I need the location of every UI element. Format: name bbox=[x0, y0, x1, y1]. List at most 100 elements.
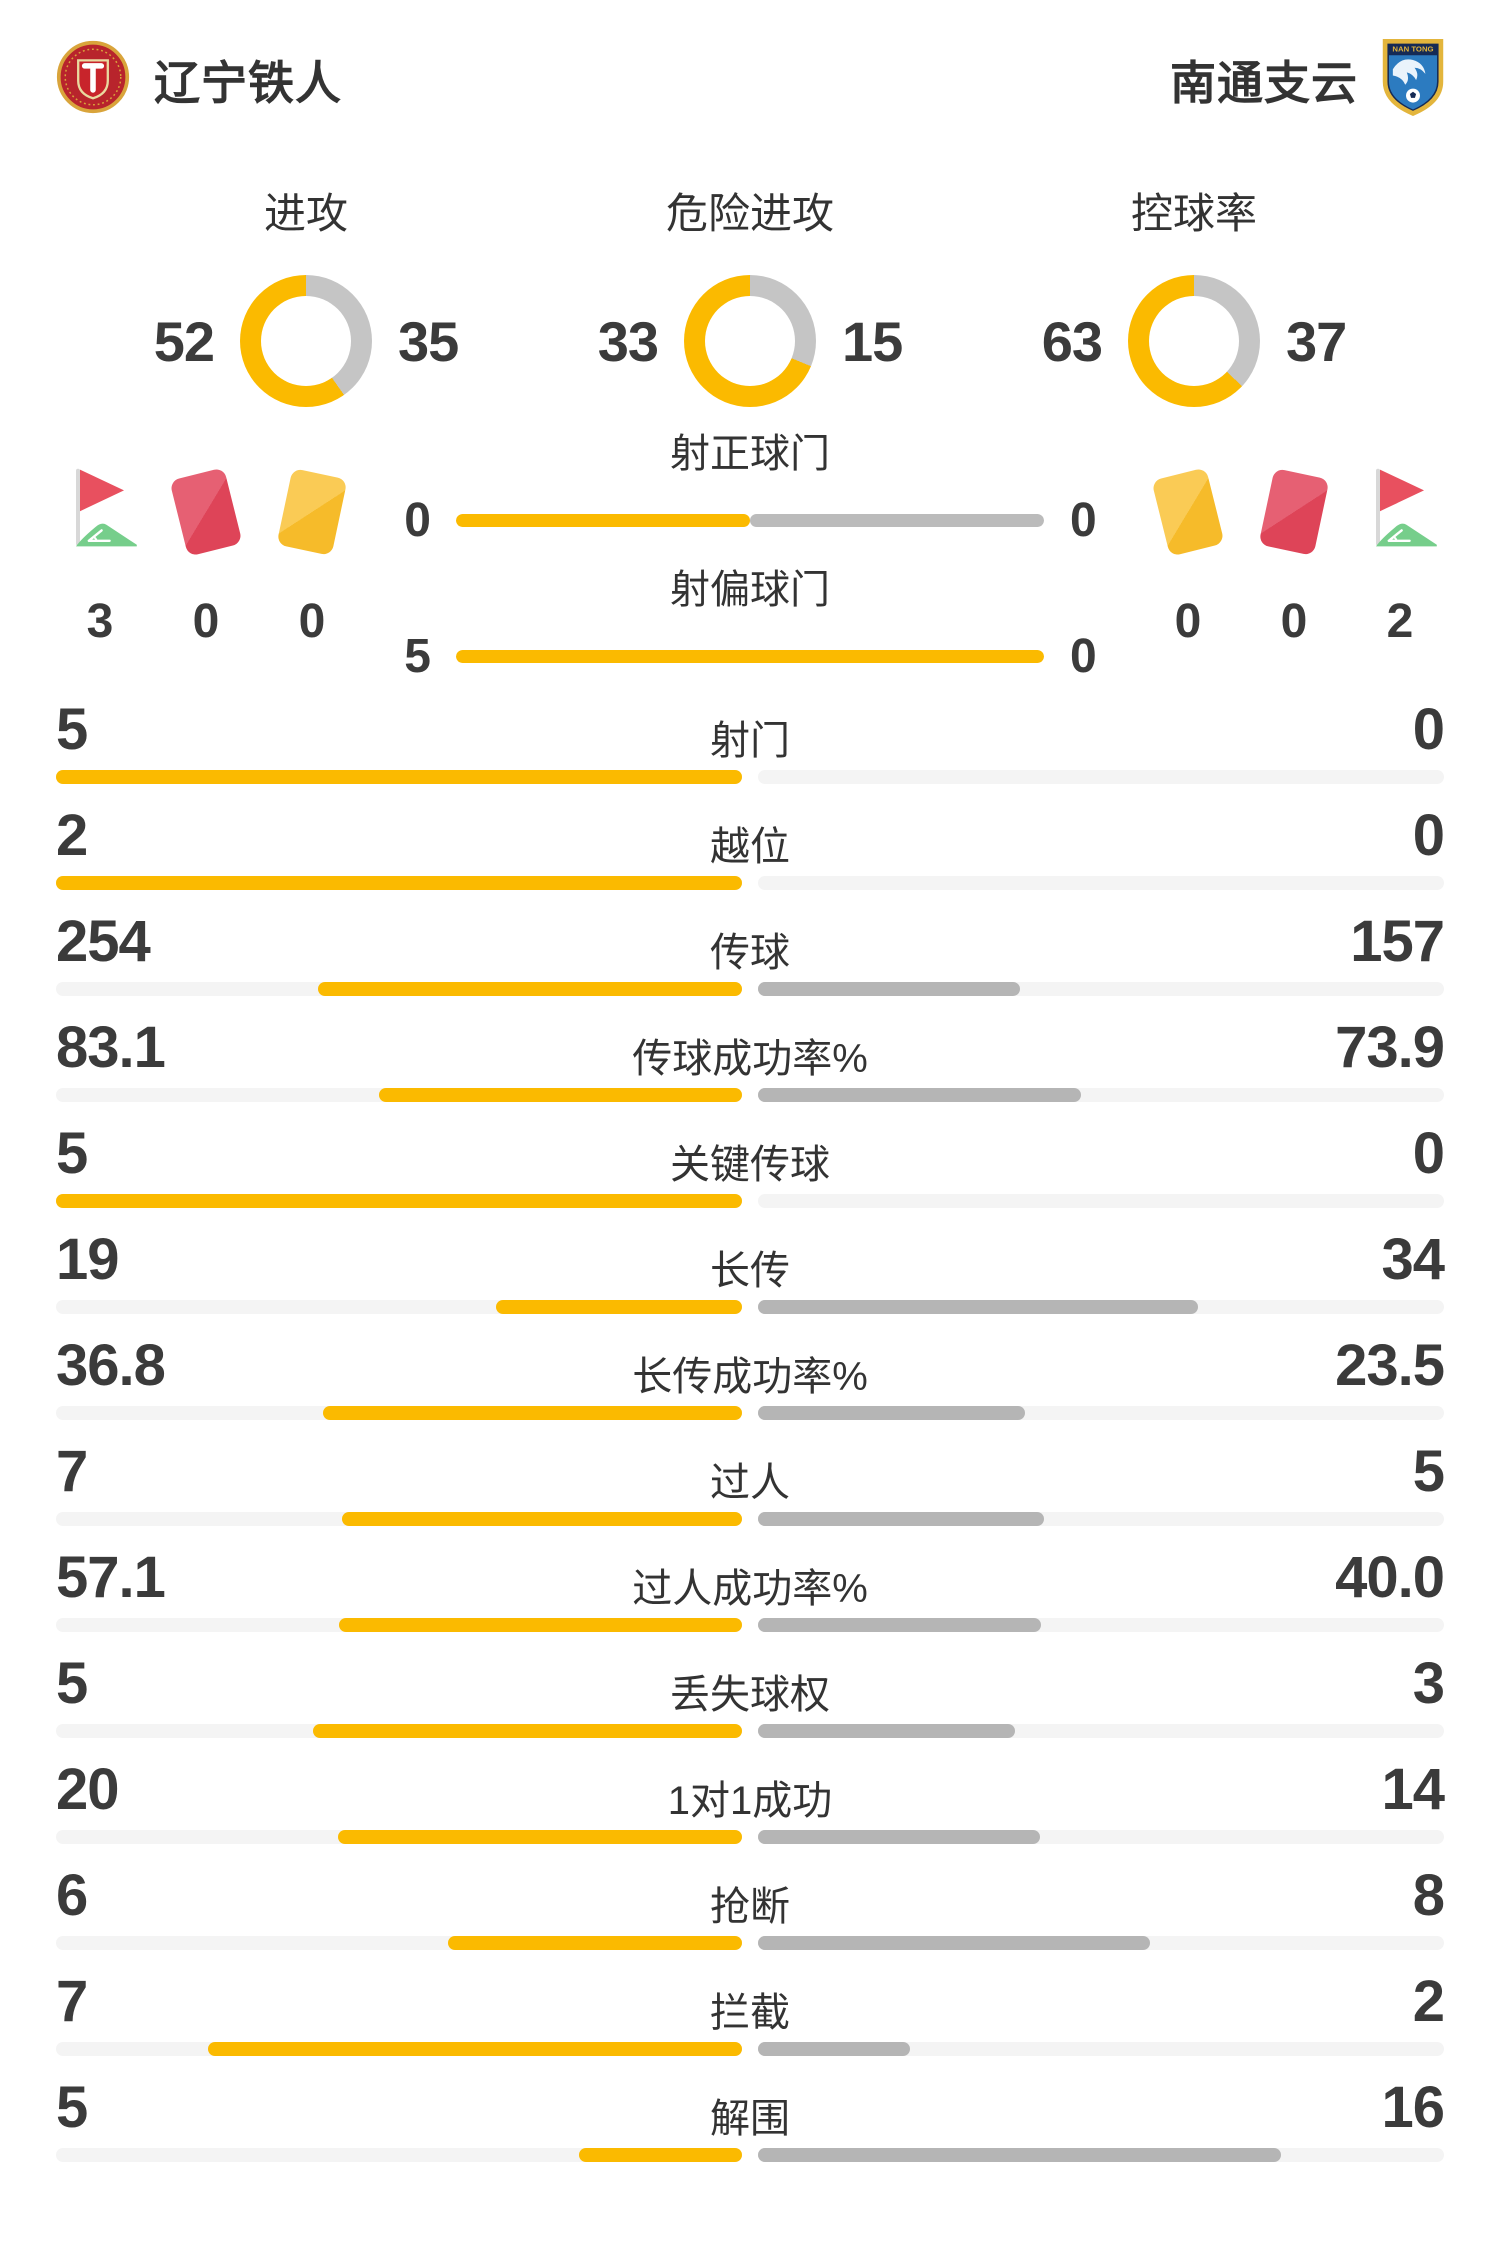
stat-home-value: 19 bbox=[56, 1227, 120, 1292]
away-discipline-counts: 0 0 2 bbox=[1144, 594, 1444, 649]
stat-away-value: 3 bbox=[1412, 1651, 1445, 1716]
home-bar-track bbox=[56, 1300, 742, 1314]
stat-line: 5 丢失球权 3 bbox=[56, 1651, 1445, 1718]
stat-line: 36.8 长传成功率% 23.5 bbox=[56, 1335, 1445, 1400]
home-team-logo bbox=[56, 40, 130, 119]
stat-line: 19 长传 34 bbox=[56, 1227, 1445, 1294]
stat-row: 254 传球 157 bbox=[56, 911, 1445, 1018]
stat-bars bbox=[56, 770, 1444, 784]
stat-away-value: 0 bbox=[1412, 697, 1445, 762]
red-card-icon bbox=[1250, 468, 1338, 556]
home-bar-track bbox=[56, 1830, 742, 1844]
stat-bars bbox=[56, 1618, 1444, 1632]
away-bar-fill bbox=[758, 1618, 1041, 1632]
stat-row: 5 解围 16 bbox=[56, 2077, 1445, 2184]
shots-off-target-row: 5 0 bbox=[366, 630, 1134, 683]
stat-label: 传球成功率% bbox=[632, 1037, 868, 1081]
home-team-name: 辽宁铁人 bbox=[154, 56, 342, 109]
stat-bars bbox=[56, 982, 1444, 996]
shots-on-target-away-value: 0 bbox=[1070, 493, 1097, 547]
stat-row: 6 抢断 8 bbox=[56, 1863, 1445, 1972]
away-yellow-card-count: 0 bbox=[1174, 595, 1202, 648]
shots-section: 3 0 0 射正球门 0 0 射偏球门 5 0 bbox=[56, 430, 1444, 688]
stat-away-value: 0 bbox=[1412, 1121, 1445, 1186]
stat-line: 2 越位 0 bbox=[56, 803, 1445, 870]
home-bar-track bbox=[56, 1618, 742, 1632]
shots-on-target-row: 0 0 bbox=[366, 493, 1134, 547]
away-bar-track bbox=[758, 1194, 1444, 1208]
away-bar-fill bbox=[758, 1512, 1044, 1526]
away-bar-fill bbox=[758, 2148, 1281, 2162]
stat-row: 57.1 过人成功率% 40.0 bbox=[56, 1545, 1445, 1654]
stat-bars bbox=[56, 2148, 1444, 2162]
shots-on-target-bar bbox=[456, 513, 1044, 527]
away-bar-track bbox=[758, 982, 1444, 996]
stat-home-value: 6 bbox=[56, 1863, 88, 1928]
home-bar-fill bbox=[338, 1618, 742, 1632]
home-bar-fill bbox=[496, 1300, 742, 1314]
stat-line: 7 拦截 2 bbox=[56, 1971, 1445, 2036]
stat-row: 5 射门 0 bbox=[56, 697, 1445, 806]
away-team: 南通支云 NAN TONG bbox=[1170, 38, 1444, 121]
stat-bars bbox=[56, 1512, 1444, 1526]
home-bar-fill bbox=[341, 1512, 742, 1526]
stat-label: 长传 bbox=[710, 1249, 790, 1293]
home-discipline-icons bbox=[56, 452, 356, 572]
away-bar-track bbox=[758, 1300, 1444, 1314]
shots-on-target-home-value: 0 bbox=[404, 493, 431, 547]
home-bar-fill bbox=[313, 1724, 742, 1738]
stat-away-value: 40.0 bbox=[1335, 1545, 1445, 1610]
donut-title: 进攻 bbox=[263, 190, 348, 237]
home-bar-track bbox=[56, 876, 742, 890]
donut-home-value: 33 bbox=[597, 309, 659, 373]
home-bar-track bbox=[56, 982, 742, 996]
stat-home-value: 20 bbox=[56, 1757, 120, 1822]
away-bar-fill bbox=[758, 982, 1021, 996]
corner-flag-icon bbox=[1356, 460, 1444, 564]
donut-chart bbox=[1128, 275, 1260, 407]
home-bar-fill bbox=[208, 2042, 742, 2056]
stat-home-value: 57.1 bbox=[56, 1545, 166, 1610]
stat-row: 5 关键传球 0 bbox=[56, 1121, 1445, 1230]
away-bar-track bbox=[758, 770, 1444, 784]
stat-label: 抢断 bbox=[710, 1885, 790, 1929]
donut-group: 进攻 52 35 bbox=[84, 180, 528, 407]
stat-row: 7 过人 5 bbox=[56, 1439, 1445, 1548]
donut-row: 33 15 bbox=[566, 275, 934, 407]
stat-row: 19 长传 34 bbox=[56, 1227, 1445, 1336]
stat-away-value: 34 bbox=[1381, 1227, 1445, 1292]
stat-row: 5 丢失球权 3 bbox=[56, 1651, 1445, 1760]
home-bar-fill bbox=[378, 1088, 742, 1102]
stat-away-value: 5 bbox=[1412, 1439, 1445, 1504]
stat-bars bbox=[56, 876, 1444, 890]
svg-text:NAN TONG: NAN TONG bbox=[1392, 44, 1433, 53]
away-corner-count: 2 bbox=[1386, 595, 1414, 648]
home-bar-fill bbox=[448, 1936, 742, 1950]
stat-line: 6 抢断 8 bbox=[56, 1863, 1445, 1930]
away-red-card-count: 0 bbox=[1280, 595, 1308, 648]
away-bar-track bbox=[758, 1512, 1444, 1526]
home-bar-track bbox=[56, 2148, 742, 2162]
red-card-icon bbox=[162, 467, 250, 557]
donut-chart bbox=[240, 275, 372, 407]
home-bar-track bbox=[56, 1406, 742, 1420]
home-bar-fill bbox=[56, 876, 742, 890]
away-discipline-icons bbox=[1144, 452, 1444, 572]
stat-line: 254 传球 157 bbox=[56, 911, 1445, 976]
donut-chart bbox=[684, 275, 816, 407]
stat-bars bbox=[56, 1194, 1444, 1208]
stat-away-value: 0 bbox=[1412, 803, 1445, 868]
away-bar-track bbox=[758, 876, 1444, 890]
stat-row: 2 越位 0 bbox=[56, 803, 1445, 912]
stat-home-value: 83.1 bbox=[56, 1015, 166, 1080]
donut-home-value: 63 bbox=[1041, 309, 1103, 373]
away-team-logo: NAN TONG bbox=[1382, 38, 1444, 121]
stat-line: 83.1 传球成功率% 73.9 bbox=[56, 1015, 1445, 1082]
stat-away-value: 73.9 bbox=[1335, 1015, 1445, 1080]
home-bar-fill bbox=[323, 1406, 742, 1420]
stat-label: 长传成功率% bbox=[632, 1355, 868, 1399]
away-bar-fill bbox=[758, 1406, 1026, 1420]
donut-away-value: 35 bbox=[398, 309, 459, 373]
shots-bars: 射正球门 0 0 射偏球门 5 0 bbox=[356, 430, 1144, 688]
stat-away-value: 14 bbox=[1381, 1757, 1445, 1822]
